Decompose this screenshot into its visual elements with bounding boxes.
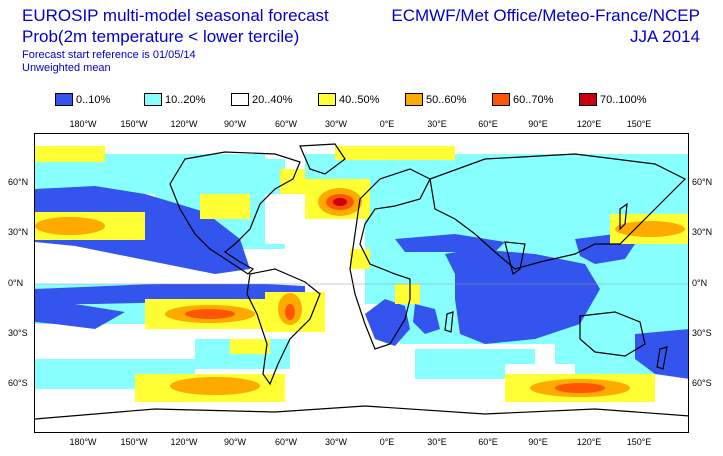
legend-swatch <box>318 93 336 106</box>
legend-label: 50..60% <box>426 93 467 106</box>
legend-item: 40..50% <box>318 93 379 106</box>
lon-label-bottom: 150°W <box>120 437 148 447</box>
prob-70-100-regions <box>333 198 347 206</box>
lat-label-right: 60°S <box>692 378 712 388</box>
lon-label-top: 90°W <box>223 119 247 129</box>
data-sources: ECMWF/Met Office/Meteo-France/NCEP <box>391 6 700 25</box>
lat-label-right: 30°S <box>692 328 712 338</box>
legend-item: 0..10% <box>55 93 110 106</box>
legend-swatch <box>55 93 73 106</box>
lon-label-top: 60°E <box>478 119 498 129</box>
lon-label-top: 120°E <box>576 119 602 129</box>
probability-legend: 0..10% 10..20% 20..40% 40..50% 50..60% 6… <box>0 93 723 109</box>
lon-label-top: 180°W <box>69 119 97 129</box>
lon-label-top: 60°W <box>274 119 298 129</box>
lon-label-bottom: 60°W <box>274 437 298 447</box>
legend-item: 10..20% <box>144 93 205 106</box>
map-subtitle: Prob(2m temperature < lower tercile) <box>22 27 300 46</box>
legend-label: 20..40% <box>252 93 293 106</box>
lon-label-bottom: 90°E <box>528 437 548 447</box>
lon-label-top: 150°W <box>120 119 148 129</box>
map-title: EUROSIP multi-model seasonal forecast <box>22 6 329 25</box>
legend-label: 10..20% <box>165 93 206 106</box>
lon-label-top: 150°E <box>626 119 652 129</box>
lat-label-left: 30°S <box>8 328 28 338</box>
lon-label-top: 90°E <box>528 119 548 129</box>
legend-swatch <box>231 93 249 106</box>
lat-label-left: 60°S <box>8 378 28 388</box>
coastlines <box>35 143 688 420</box>
lon-label-bottom: 0°E <box>379 437 395 447</box>
lon-label-top: 0°E <box>379 119 395 129</box>
weighting-note: Unweighted mean <box>22 62 111 74</box>
prob-60-70-regions <box>185 194 605 393</box>
lat-label-left: 60°N <box>8 177 29 187</box>
lat-label-left: 30°N <box>8 227 29 237</box>
legend-swatch <box>405 93 423 106</box>
lon-label-bottom: 60°E <box>478 437 498 447</box>
legend-swatch <box>579 93 597 106</box>
legend-item: 70..100% <box>579 93 646 106</box>
legend-label: 40..50% <box>339 93 380 106</box>
lon-label-top: 120°W <box>170 119 198 129</box>
lat-label-left: 0°N <box>8 278 24 288</box>
lat-label-right: 60°N <box>692 177 713 187</box>
lon-label-bottom: 150°E <box>626 437 652 447</box>
lon-label-bottom: 180°W <box>69 437 97 447</box>
lon-label-bottom: 90°W <box>223 437 247 447</box>
legend-label: 0..10% <box>76 93 111 106</box>
lon-label-bottom: 120°W <box>170 437 198 447</box>
legend-item: 50..60% <box>405 93 466 106</box>
legend-item: 60..70% <box>492 93 553 106</box>
lat-label-right: 30°N <box>692 227 713 237</box>
lon-label-top: 30°E <box>427 119 447 129</box>
legend-label: 70..100% <box>600 93 647 106</box>
season-label: JJA 2014 <box>630 27 700 46</box>
legend-item: 20..40% <box>231 93 292 106</box>
lon-label-bottom: 30°W <box>324 437 348 447</box>
lon-label-top: 30°W <box>324 119 348 129</box>
lat-label-right: 0°N <box>692 278 708 288</box>
legend-label: 60..70% <box>513 93 554 106</box>
legend-swatch <box>492 93 510 106</box>
lon-label-bottom: 30°E <box>427 437 447 447</box>
forecast-start-reference: Forecast start reference is 01/05/14 <box>22 49 196 61</box>
map-canvas <box>35 134 688 432</box>
probability-map <box>34 133 689 433</box>
lon-label-bottom: 120°E <box>576 437 602 447</box>
legend-swatch <box>144 93 162 106</box>
